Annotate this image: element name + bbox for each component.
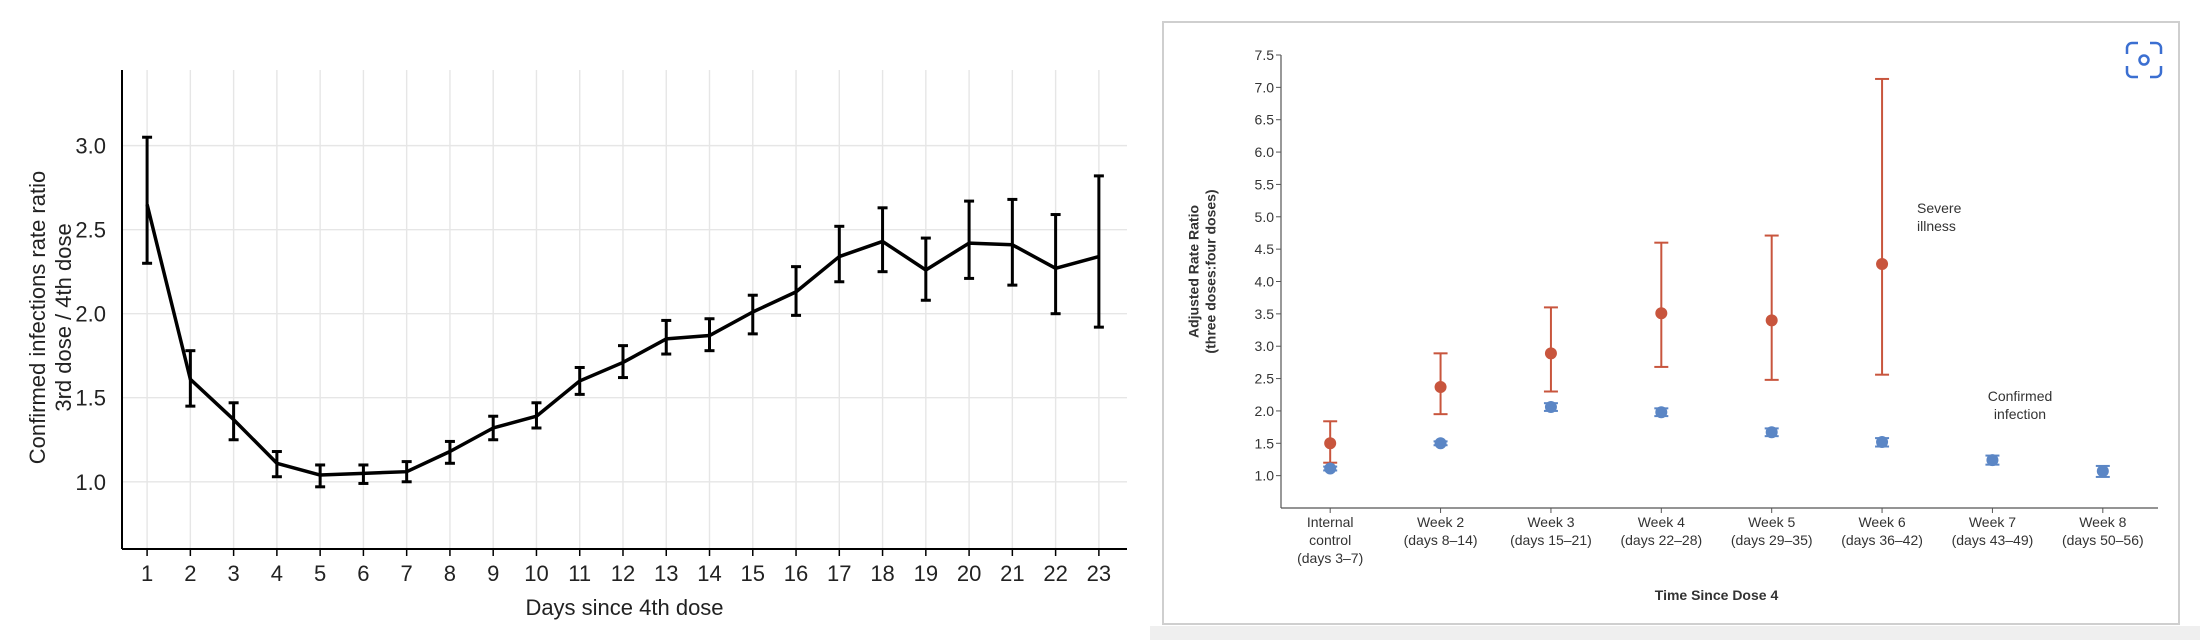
point xyxy=(1544,401,1557,414)
y-tick-label: 1.0 xyxy=(75,470,106,495)
y-tick-label: 2.0 xyxy=(75,302,106,327)
y-tick-label: 7.5 xyxy=(1255,47,1275,63)
x-axis-title: Time Since Dose 4 xyxy=(1655,587,1779,603)
x-tick-label: 1 xyxy=(141,561,153,586)
point xyxy=(2096,465,2109,478)
x-tick-label: 10 xyxy=(524,561,548,586)
point xyxy=(1655,307,1668,320)
y-tick-label: 2.5 xyxy=(1255,371,1275,387)
x-tick-label: Week 4 (days 22–28) xyxy=(1620,514,1702,548)
x-tick-label: 3 xyxy=(227,561,239,586)
series-label: Severe illness xyxy=(1917,200,1962,234)
point xyxy=(1434,437,1447,450)
point xyxy=(1324,437,1337,450)
y-tick-label: 5.5 xyxy=(1255,176,1275,192)
x-tick-label: 19 xyxy=(914,561,938,586)
x-tick-label: Week 2 (days 8–14) xyxy=(1404,514,1478,548)
point xyxy=(1765,314,1778,327)
x-tick-label: 16 xyxy=(784,561,808,586)
point xyxy=(1655,406,1668,419)
x-tick-label: 20 xyxy=(957,561,981,586)
y-tick-label: 1.5 xyxy=(75,386,106,411)
y-tick-label: 1.0 xyxy=(1255,468,1275,484)
point xyxy=(1324,462,1337,475)
y-tick-label: 4.5 xyxy=(1255,241,1275,257)
point xyxy=(1434,380,1447,393)
point xyxy=(1876,258,1889,271)
x-tick-label: 21 xyxy=(1000,561,1024,586)
point xyxy=(1986,454,1999,467)
x-tick-label: Week 7 (days 43–49) xyxy=(1952,514,2034,548)
point xyxy=(1765,426,1778,439)
x-tick-label: Week 3 (days 15–21) xyxy=(1510,514,1592,548)
x-tick-label: 23 xyxy=(1087,561,1111,586)
y-tick-label: 2.5 xyxy=(75,218,106,243)
x-tick-label: 7 xyxy=(401,561,413,586)
x-tick-label: 11 xyxy=(568,561,591,586)
y-tick-label: 6.0 xyxy=(1255,144,1275,160)
x-tick-label: 9 xyxy=(487,561,499,586)
x-tick-label: 14 xyxy=(697,561,721,586)
left-chart: 1.01.52.02.53.01 2 3 4 5 6 7 8 9 10 11 12 13 14 15 16 17… xyxy=(25,70,1127,620)
y-axis-title: Confirmed infections rate ratio3rd dose … xyxy=(25,171,76,464)
y-tick-label: 3.0 xyxy=(1255,338,1275,354)
x-tick-label: 18 xyxy=(870,561,894,586)
x-tick-label: Week 8 (days 50–56) xyxy=(2062,514,2144,548)
x-tick-label: Week 5 (days 29–35) xyxy=(1731,514,1813,548)
right-chart: 1.0 1.5 2.0 2.5 3.0 3.5 4.0 4.5 5.0 5.5 6.0 6.5 7.0 7… xyxy=(1186,47,2158,603)
panel-strip xyxy=(1150,626,2200,640)
point xyxy=(1544,347,1557,360)
x-tick-label: 13 xyxy=(654,561,678,586)
point xyxy=(1876,435,1889,448)
x-axis-title: Days since 4th dose xyxy=(525,595,723,620)
y-tick-label: 3.0 xyxy=(75,134,106,159)
y-tick-label: 3.5 xyxy=(1255,306,1275,322)
right-panel xyxy=(1162,21,2180,625)
series-label: Confirmed infection xyxy=(1988,388,2053,422)
x-tick-label: 15 xyxy=(741,561,765,586)
x-tick-label: Week 6 (days 36–42) xyxy=(1841,514,1923,548)
y-tick-label: 7.0 xyxy=(1255,79,1275,95)
y-axis-title: Adjusted Rate Ratio(three doses:four dos… xyxy=(1186,189,1219,353)
x-tick-label: 4 xyxy=(271,561,283,586)
x-tick-label: 8 xyxy=(444,561,456,586)
y-tick-label: 5.0 xyxy=(1255,209,1275,225)
y-tick-label: 1.5 xyxy=(1255,435,1275,451)
x-tick-label: 6 xyxy=(357,561,369,586)
x-tick-label: 12 xyxy=(611,561,635,586)
y-tick-label: 6.5 xyxy=(1255,112,1275,128)
x-tick-label: 5 xyxy=(314,561,326,586)
x-tick-label: 22 xyxy=(1043,561,1067,586)
x-tick-label: 2 xyxy=(184,561,196,586)
screenshot-icon[interactable] xyxy=(2125,41,2163,79)
y-tick-label: 4.0 xyxy=(1255,274,1275,290)
x-tick-label: 17 xyxy=(827,561,851,586)
y-tick-label: 2.0 xyxy=(1255,403,1275,419)
x-tick-label: Internal control (days 3–7) xyxy=(1297,514,1363,566)
